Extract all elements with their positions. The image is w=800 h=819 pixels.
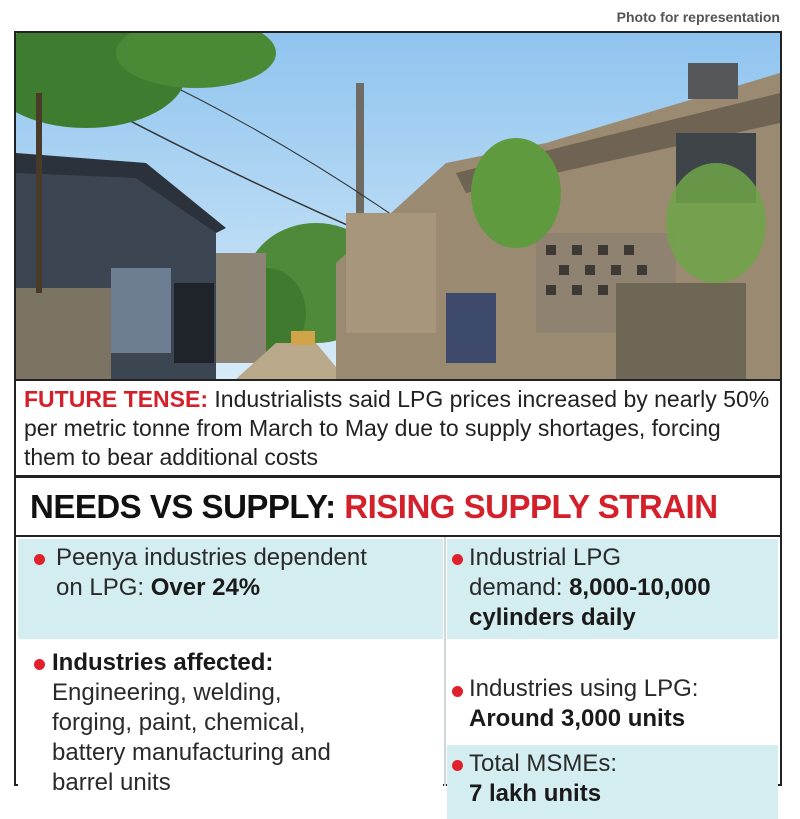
fact-line: demand: 8,000-10,000 [469,573,774,603]
fact-line: Peenya industries dependent [56,544,367,571]
fact-value: cylinders daily [469,604,636,631]
fact-total-msmes: Total MSMEs: 7 lakh units [447,745,778,819]
column-separator [444,537,446,786]
fact-prefix: demand: [469,574,570,601]
caption-text: Industrialists said LPG prices increased… [24,386,770,470]
fact-industries-using-lpg: Industries using LPG: Around 3,000 units [447,639,778,732]
fact-prefix: on LPG: [56,574,151,601]
fact-line: Engineering, welding, [52,679,282,706]
fact-value: 8,000-10,000 [569,574,711,601]
fact-line: forging, paint, chemical, [52,709,306,736]
fact-line: Industrial LPG [469,544,622,571]
fact-line: Total MSMEs: [469,750,618,777]
bullet-icon [34,659,45,670]
caption-divider [16,475,780,478]
caption-lead: FUTURE TENSE: [24,386,208,412]
fact-lpg-demand: Industrial LPG demand: 8,000-10,000 cyli… [447,539,778,639]
bullet-icon [34,554,45,565]
bullet-icon [452,686,463,697]
facts-left-column: Peenya industries dependent on LPG: Over… [18,539,443,819]
photo-divider [16,379,780,381]
fact-title: Industries affected: [52,649,274,676]
headline-divider [16,535,780,537]
infographic-frame: FUTURE TENSE: Industrialists said LPG pr… [14,31,782,819]
industrial-area-photo [16,33,780,379]
bullet-icon [452,760,463,771]
fact-line: Industries using LPG: [469,675,699,702]
bullet-icon [452,554,463,565]
fact-value: 7 lakh units [469,780,602,807]
fact-value: Over 24% [150,574,261,601]
section-headline: NEEDS VS SUPPLY: RISING SUPPLY STRAIN [30,488,718,526]
photo-credit: Photo for representation [616,9,780,25]
fact-line: on LPG: Over 24% [56,573,441,603]
fact-line: barrel units [52,769,171,796]
photo-caption: FUTURE TENSE: Industrialists said LPG pr… [24,385,774,472]
fact-line: battery manufacturing and [52,739,331,766]
facts-right-column: Industrial LPG demand: 8,000-10,000 cyli… [447,539,778,819]
headline-part-1: NEEDS VS SUPPLY: [30,488,345,525]
fact-industries-affected: Industries affected: Engineering, weldin… [18,639,443,819]
headline-part-2: RISING SUPPLY STRAIN [344,488,718,525]
fact-peenya-dependence: Peenya industries dependent on LPG: Over… [18,539,443,639]
fact-value: Around 3,000 units [469,705,686,732]
